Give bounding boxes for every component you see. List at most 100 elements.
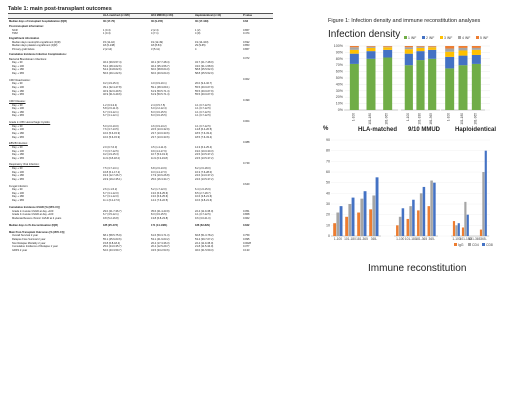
value-cell: 0.377 — [243, 245, 250, 249]
value-cell: 9.2 (4.9-15.3) — [103, 82, 119, 86]
row-label-cell: Overall Survival 2 year — [12, 234, 39, 238]
value-cell: 2.0 (0.7-6.0) — [103, 145, 118, 149]
value-cell: 1.2 (0.3-3.4) — [103, 103, 118, 107]
x-tick-label: 1-100 — [452, 237, 460, 241]
value-cell: 6.7 (3.1-12.0) — [103, 191, 119, 195]
value-cell: 0.868 — [243, 213, 250, 217]
value-cell: 53.2 (48.4-62.6) — [103, 64, 122, 68]
value-cell: 55.5 (40.0-67.9) — [195, 86, 214, 90]
table-row: Respiratory Viral Infection: 0.749 — [8, 162, 273, 167]
legend-swatch — [404, 36, 407, 39]
value-cell: 0.004 — [243, 119, 250, 123]
legend-label: 5 INF — [480, 36, 488, 40]
value-cell: 25.0 (24.0-35.7) — [103, 245, 122, 249]
grouped-bar — [348, 204, 352, 236]
value-cell: 22.5 (13.0-32.9) — [151, 128, 170, 132]
value-cell: 20.0 (9.4-32.7) — [195, 82, 213, 86]
value-cell: 21.8 (11.5-34.0) — [195, 245, 214, 249]
value-cell: 9.9 (4.4-17.9) — [151, 149, 167, 153]
stacked-bar-segment — [383, 46, 393, 48]
row-label-cell: Day + 100 — [12, 64, 24, 68]
table-header-row: HLA-matched (n=226) 9/10 MMUD (n=84) Hap… — [8, 13, 273, 19]
legend-swatch — [482, 243, 485, 246]
table-row: Median days platelet engraftment (IQR) 18… — [8, 44, 273, 48]
value-cell: 13.0 (6.6-25.6) — [151, 195, 169, 199]
x-tick-label: 101-180 — [344, 237, 356, 241]
value-cell: 6.7 (3.3-12.1) — [103, 110, 119, 114]
legend-swatch — [454, 243, 457, 246]
grouped-bar — [401, 208, 405, 236]
row-label-cell: Relapse Free Survival 2 year — [12, 237, 46, 241]
stacked-bar-segment — [471, 47, 481, 50]
table-row: Day + 365 56.6 (49.1-62.6) 60.0 (40.9-64.0… — [8, 72, 273, 76]
row-label-cell: CMV Reactivation: — [9, 78, 31, 82]
value-cell: 22.4 (11.9-35.0) — [195, 241, 214, 245]
value-cell: 0.692 — [243, 40, 250, 44]
value-cell: 24.5 (13.5-37.2) — [195, 153, 214, 157]
value-cell: 2.4 (0.5-7.5) — [151, 103, 166, 107]
value-cell: 68.1 (58.5-75.9) — [103, 234, 122, 238]
value-cell: 25.0 (16.3-34.7) — [151, 177, 170, 181]
x-tick-label: 1-100 — [351, 113, 355, 121]
grouped-bar — [419, 193, 423, 236]
value-cell: 0.051 — [243, 209, 250, 213]
stacked-bar-segment — [383, 46, 393, 47]
outcomes-table: HLA-matched (n=226) 9/10 MMUD (n=84) Hap… — [8, 13, 273, 252]
value-cell: 59.1 (48.3-69.1) — [151, 86, 170, 90]
value-cell: 46.0 (31.5-59.3) — [195, 248, 214, 252]
value-cell: 18 (8-54) — [151, 44, 162, 48]
stacked-bar-segment — [404, 49, 413, 54]
x-tick-label: 181-365 — [415, 237, 427, 241]
grouped-bar — [345, 216, 349, 236]
grouped-bar — [461, 227, 465, 236]
value-cell: 8.3 (3.6-15.5) — [151, 114, 167, 118]
grouped-bar — [455, 225, 458, 236]
y-tick-label: 0% — [338, 108, 344, 112]
value-cell: 15 (11-42) — [103, 40, 115, 44]
stacked-bar-segment — [428, 49, 437, 59]
value-cell: 40.9 (31.6-49.6) — [103, 93, 122, 97]
legend-label: CD8 — [486, 243, 493, 247]
value-cell: 9.3 (4.4-17.0) — [151, 170, 167, 174]
stacked-bar-segment — [349, 47, 359, 50]
table-row: Cumulative Incidence of Relapse 1 year 25… — [8, 245, 273, 249]
row-label-cell: CMV Disease: — [9, 100, 26, 103]
value-cell: 4.1 (0.7-12.5) — [195, 213, 211, 217]
value-cell: 24.6 (14.0-37.2) — [195, 174, 214, 178]
value-cell: 0.749 — [243, 162, 250, 166]
stacked-bar-segment — [428, 58, 437, 110]
y-tick-label: 10% — [336, 102, 344, 106]
y-tick-label: 20% — [336, 95, 344, 99]
grouped-bar — [333, 223, 337, 236]
table-row: Day + 180 6.7 (3.3-12.1) 8.3 (3.6-15.5) 4.1… — [8, 111, 273, 115]
table-row: NCR 1 (0.4) 2 (2.4) 1 (2) 0.867 — [8, 29, 273, 33]
value-cell: 4.1 (0.7-12.5) — [195, 103, 211, 107]
legend-swatch — [440, 36, 443, 39]
table-row: Grade 2-4 acute GVHD at day +100 29.0 (21… — [8, 210, 273, 214]
y-tick-label: 40 — [326, 191, 330, 195]
value-cell: 0.867 — [243, 28, 250, 32]
value-cell: 56.6 (49.1-62.6) — [103, 72, 122, 76]
value-cell: 4 — [195, 47, 197, 51]
value-cell: 58.8 (25.5-52.0) — [195, 72, 214, 76]
grouped-bar — [406, 218, 410, 236]
value-cell: 0.962 — [243, 216, 250, 220]
table-row: Cumulative Incidence Infection Complicat… — [8, 52, 273, 57]
grouped-bar — [398, 216, 402, 236]
x-tick-label: 101-180 — [460, 237, 472, 241]
table-row: Day + 30 2.6 (1.1-5.2) 5.2 (1.7-12.0) 6.4 (… — [8, 188, 273, 192]
header-cell: Haploidentical (n=44) — [194, 13, 242, 19]
value-cell: 4 (7.1) — [151, 32, 159, 36]
y-tick-label: 70% — [336, 63, 344, 67]
table-row: Day + 365 24.9 (19.2-35.1) 25.0 (16.3-34.7… — [8, 178, 273, 182]
row-label-cell: Median days platelet engraftment (IQR) — [12, 44, 58, 48]
value-cell: 24.6 (13.5-37.2) — [195, 177, 214, 181]
stacked-bar-segment — [416, 51, 425, 61]
value-cell: 40.9 (32.0-49.5) — [103, 89, 122, 93]
value-cell: 19.3 (12.7-26.7) — [103, 174, 122, 178]
x-tick-label: 181-365 — [385, 113, 389, 125]
x-tick-label: 181-365 — [356, 237, 368, 241]
grouped-bar — [482, 172, 485, 236]
legend-swatch — [476, 36, 479, 39]
table-row: Day + 30 2.0 (0.7-6.0) 4.5 (1.4-11.0) 14.3 … — [8, 146, 273, 150]
